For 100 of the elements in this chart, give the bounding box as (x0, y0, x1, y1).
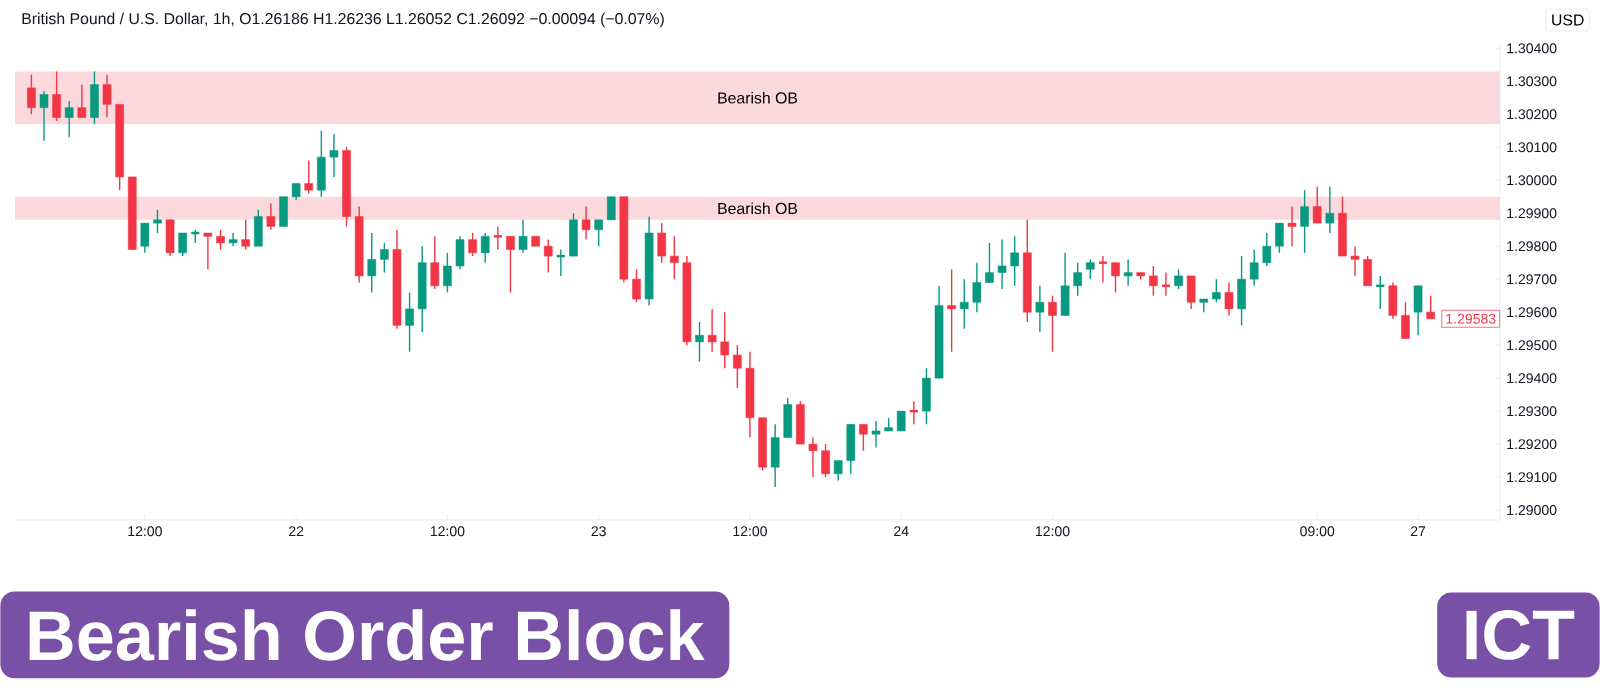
candlestick (1111, 261, 1120, 294)
y-tick-label: 1.30300 (1507, 76, 1557, 87)
text: Bearish Order Block (29, 609, 705, 661)
x-tick-label: 12:00 (1035, 526, 1070, 537)
y-tick-label: 1.29200 (1507, 439, 1557, 450)
y-tick-label: 1.29500 (1507, 340, 1557, 351)
x-tick-label: 27 (1410, 526, 1426, 537)
candlestick (632, 268, 641, 303)
candlestick (102, 73, 112, 119)
candlestick (859, 423, 868, 452)
candlestick (720, 311, 730, 369)
candlestick (468, 232, 477, 257)
candlestick (1325, 186, 1335, 234)
candlestick (77, 83, 87, 119)
candlestick (1350, 245, 1360, 277)
candlestick (140, 222, 150, 254)
candlestick (492, 225, 504, 251)
candlestick (1149, 265, 1158, 297)
candlestick (304, 159, 314, 195)
candlestick (443, 252, 452, 294)
candlestick (1401, 301, 1410, 340)
candlestick (480, 232, 490, 264)
candlestick (405, 291, 414, 353)
candlestick (581, 205, 591, 241)
candlestick (1097, 255, 1109, 284)
candlestick (39, 90, 49, 142)
candlestick (153, 209, 162, 234)
candlestick (871, 420, 881, 449)
x-tick-label: 12:00 (128, 526, 162, 537)
candlestick (1275, 222, 1284, 254)
candlestick (1010, 235, 1019, 287)
y-tick-label: 1.29100 (1507, 472, 1557, 483)
chart-title: British Pound / U.S. Dollar, 1h, O1.26186 H1.26236 L1.26052 C1.26092 −0.00094 (−0.07%) (22, 12, 664, 28)
y-tick-label: 1.30400 (1507, 43, 1557, 54)
band-label: Bearish OB (718, 202, 798, 215)
candlestick (64, 100, 74, 139)
x-tick-label: 22 (289, 526, 304, 537)
candlestick (1426, 294, 1435, 320)
candlestick (1086, 258, 1095, 280)
candlestick (178, 232, 187, 257)
y-axis-title: USD (1552, 14, 1584, 26)
candlestick (380, 242, 389, 274)
candlestick (657, 222, 667, 264)
candlestick (203, 232, 213, 271)
candlestick (1123, 258, 1133, 287)
candlestick (985, 242, 994, 284)
candlestick (329, 133, 339, 178)
candlestick (1073, 261, 1082, 297)
candlestick (1048, 294, 1057, 353)
y-tick-label: 1.29000 (1507, 505, 1557, 516)
text: 1.29583 (1446, 313, 1496, 324)
candlestick (972, 261, 982, 313)
candlestick (241, 219, 251, 251)
y-tick-label: 1.29300 (1507, 406, 1557, 417)
candlestick (594, 219, 603, 247)
candlestick (1287, 205, 1297, 247)
candlestick (670, 235, 679, 280)
candlestick (27, 73, 36, 115)
candlestick (1035, 285, 1045, 333)
y-tick-label: 1.29900 (1507, 208, 1557, 219)
candlestick (959, 278, 969, 330)
y-tick-label: 1.29400 (1507, 373, 1557, 384)
candlestick (833, 459, 843, 482)
text: ICT (1466, 610, 1575, 660)
x-tick-label: 09:00 (1300, 526, 1335, 537)
candlestick (695, 321, 704, 363)
y-tick-label: 1.29700 (1507, 274, 1557, 285)
candlestick (1262, 232, 1272, 267)
candlestick (896, 410, 906, 432)
candlestick (821, 443, 830, 478)
x-tick-label: 24 (894, 526, 909, 537)
x-tick-label: 23 (591, 526, 606, 537)
candlestick (1212, 278, 1221, 303)
y-tick-label: 1.30000 (1507, 175, 1557, 186)
band-label: Bearish OB (718, 91, 798, 104)
x-tick-label: 12:00 (430, 526, 465, 537)
candlestick (506, 235, 515, 294)
candlestick (266, 202, 276, 231)
candlestick (367, 232, 377, 294)
candlestick (1174, 268, 1183, 290)
candlestick (543, 238, 553, 274)
candlestick (518, 219, 528, 254)
candlestick (1312, 186, 1322, 224)
candlestick (1249, 248, 1259, 287)
x-tick-label: 12:00 (733, 526, 767, 537)
y-tick-label: 1.30100 (1507, 142, 1557, 153)
candlestick (216, 229, 225, 251)
candlestick (430, 235, 440, 290)
candlestick (52, 70, 61, 122)
candlestick (1224, 281, 1234, 317)
candlestick (606, 196, 616, 221)
candlestick (1300, 189, 1309, 254)
candlestick (997, 238, 1007, 290)
y-tick-label: 1.30200 (1507, 109, 1557, 120)
y-tick-label: 1.29800 (1507, 241, 1557, 252)
candlestick (808, 436, 818, 478)
candlestick (707, 308, 717, 353)
candlestick (733, 344, 742, 389)
candlestick (947, 268, 956, 353)
y-tick-label: 1.29600 (1507, 307, 1557, 318)
